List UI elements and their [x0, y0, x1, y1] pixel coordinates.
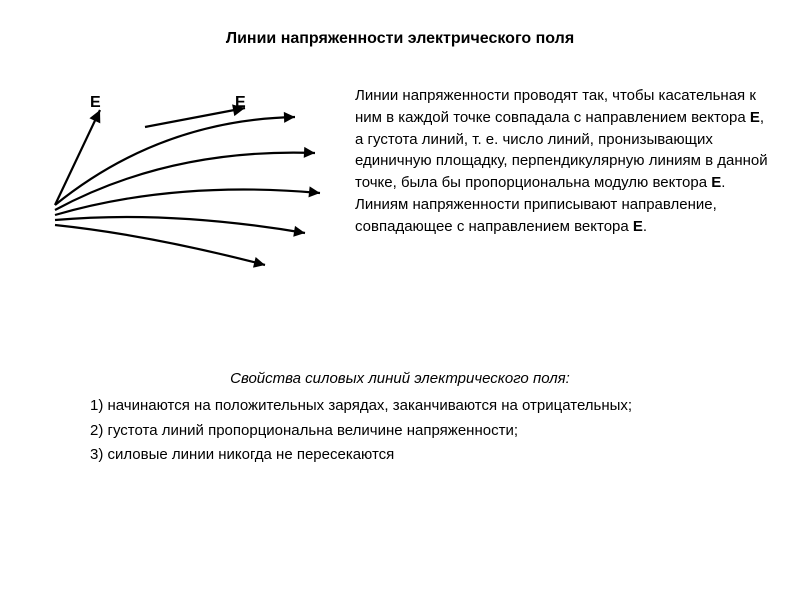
vector-e-symbol: Е: [711, 174, 721, 191]
description-paragraph: Линии напряженности проводят так, чтобы …: [355, 85, 775, 237]
vector-e-symbol: Е: [750, 109, 760, 126]
svg-text:E: E: [235, 94, 246, 111]
page-title: Линии напряженности электрического поля: [0, 30, 800, 48]
list-item: 1) начинаются на положительных зарядах, …: [90, 395, 710, 418]
properties-title: Свойства силовых линий электрического по…: [120, 370, 680, 387]
field-lines-diagram: EE: [20, 85, 340, 285]
desc-text: .: [643, 218, 647, 235]
vector-e-symbol: Е: [633, 218, 643, 235]
list-item: 2) густота линий пропорциональна величин…: [90, 420, 710, 443]
properties-list: 1) начинаются на положительных зарядах, …: [90, 395, 710, 469]
desc-text: Линии напряженности проводят так, чтобы …: [355, 87, 756, 126]
list-item: 3) силовые линии никогда не пересекаются: [90, 444, 710, 467]
svg-text:E: E: [90, 94, 101, 111]
